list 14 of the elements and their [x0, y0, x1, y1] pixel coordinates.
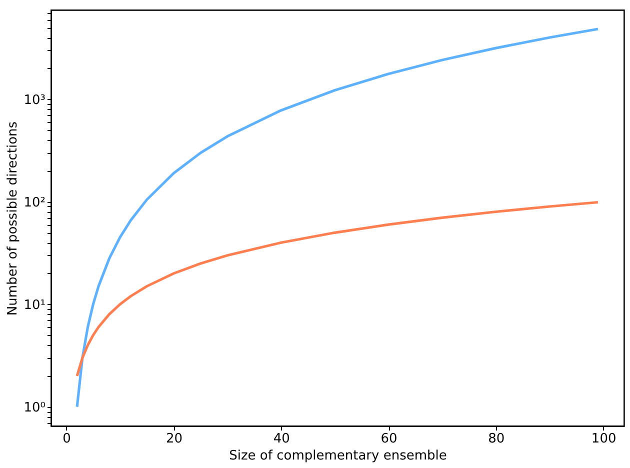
- y-axis-title: Number of possible directions: [6, 121, 21, 316]
- line-series: [76, 200, 600, 378]
- y-tick-label: 10¹: [24, 298, 46, 313]
- x-tick-label: 80: [488, 432, 505, 446]
- line-series: [76, 28, 600, 408]
- y-tick-label: 10³: [24, 92, 46, 108]
- y-tick-label: 10⁰: [24, 400, 46, 416]
- x-tick-label: 100: [591, 432, 616, 446]
- y-tick-label: 10²: [24, 195, 46, 210]
- x-tick-label: 20: [166, 432, 182, 446]
- x-axis-title: Size of complementary ensemble: [229, 448, 447, 464]
- x-tick-label: 40: [273, 432, 290, 446]
- x-tick-label: 0: [62, 432, 71, 446]
- x-tick-label: 60: [380, 432, 398, 446]
